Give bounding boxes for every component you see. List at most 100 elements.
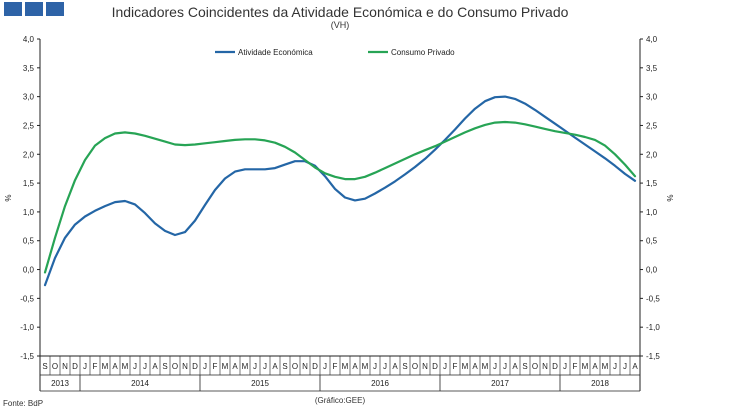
month-label: O (52, 362, 58, 371)
month-label: D (192, 362, 198, 371)
y-tick-label-right: 1,0 (646, 208, 658, 217)
month-label: A (592, 362, 598, 371)
y-tick-label-right: 4,0 (646, 35, 658, 44)
y-tick-label-left: 2,5 (23, 121, 35, 130)
month-label: S (162, 362, 167, 371)
y-tick-label-left: 4,0 (23, 35, 35, 44)
y-tick-label-right: -1,0 (646, 323, 660, 332)
month-label: M (602, 362, 609, 371)
y-tick-label-left: -1,5 (20, 352, 34, 361)
month-label: N (182, 362, 188, 371)
month-label: F (333, 362, 338, 371)
month-label: S (282, 362, 287, 371)
month-label: A (272, 362, 278, 371)
chart-credit: (Gráfico:GEE) (314, 396, 366, 405)
month-label: J (323, 362, 327, 371)
month-label: M (462, 362, 469, 371)
month-label: J (263, 362, 267, 371)
y-tick-label-right: -0,5 (646, 294, 660, 303)
month-label: O (532, 362, 538, 371)
month-label: M (342, 362, 349, 371)
month-label: A (392, 362, 398, 371)
month-label: A (232, 362, 238, 371)
month-label: J (133, 362, 137, 371)
month-label: J (83, 362, 87, 371)
logo-square-2 (25, 2, 43, 16)
month-label: O (292, 362, 298, 371)
year-label: 2018 (591, 379, 609, 388)
month-label: N (62, 362, 68, 371)
month-label: J (493, 362, 497, 371)
y-tick-label-left: 1,0 (23, 208, 35, 217)
month-label: S (402, 362, 407, 371)
month-label: D (432, 362, 438, 371)
month-label: J (143, 362, 147, 371)
y-tick-label-left: 0,0 (23, 266, 35, 275)
month-label: N (422, 362, 428, 371)
y-tick-label-right: -1,5 (646, 352, 660, 361)
y-tick-label-right: 3,0 (646, 93, 658, 102)
month-label: F (93, 362, 98, 371)
y-tick-label-left: 3,5 (23, 64, 35, 73)
month-label: J (203, 362, 207, 371)
month-label: J (383, 362, 387, 371)
y-tick-label-right: 3,5 (646, 64, 658, 73)
month-label: J (613, 362, 617, 371)
y-tick-label-right: 2,0 (646, 150, 658, 159)
month-label: J (253, 362, 257, 371)
month-label: A (472, 362, 478, 371)
month-label: F (213, 362, 218, 371)
year-label: 2016 (371, 379, 389, 388)
month-label: S (42, 362, 47, 371)
y-unit-left: % (4, 194, 13, 201)
year-label: 2014 (131, 379, 149, 388)
y-tick-label-left: 1,5 (23, 179, 35, 188)
y-tick-label-left: -0,5 (20, 294, 34, 303)
legend-label-1: Atividade Económica (238, 48, 313, 57)
series-line-2 (43, 120, 637, 274)
y-tick-label-right: 1,5 (646, 179, 658, 188)
month-label: N (542, 362, 548, 371)
series-line-1 (43, 95, 637, 287)
y-tick-label-right: 0,0 (646, 266, 658, 275)
month-label: A (632, 362, 638, 371)
y-tick-label-right: 0,5 (646, 237, 658, 246)
month-label: O (412, 362, 418, 371)
month-label: A (152, 362, 158, 371)
month-label: S (522, 362, 527, 371)
month-label: A (112, 362, 118, 371)
month-label: M (222, 362, 229, 371)
month-label: M (582, 362, 589, 371)
y-tick-label-left: -1,0 (20, 323, 34, 332)
month-label: M (482, 362, 489, 371)
month-label: D (552, 362, 558, 371)
chart-subtitle: (VH) (330, 20, 350, 30)
month-label: A (352, 362, 358, 371)
year-label: 2013 (51, 379, 69, 388)
month-label: O (172, 362, 178, 371)
month-label: M (122, 362, 129, 371)
y-tick-label-right: 2,5 (646, 121, 658, 130)
year-label: 2017 (491, 379, 509, 388)
source-note: Fonte: BdP (3, 399, 44, 408)
month-label: J (623, 362, 627, 371)
y-tick-label-left: 3,0 (23, 93, 35, 102)
month-label: D (312, 362, 318, 371)
month-label: F (453, 362, 458, 371)
brand-logo (4, 2, 64, 16)
month-label: D (72, 362, 78, 371)
logo-square-3 (46, 2, 64, 16)
month-label: N (302, 362, 308, 371)
y-tick-label-left: 2,0 (23, 150, 35, 159)
month-label: J (373, 362, 377, 371)
month-label: A (512, 362, 518, 371)
month-label: F (573, 362, 578, 371)
month-label: J (503, 362, 507, 371)
y-tick-label-left: 0,5 (23, 237, 35, 246)
month-label: M (242, 362, 249, 371)
month-label: J (563, 362, 567, 371)
month-label: J (443, 362, 447, 371)
month-label: M (362, 362, 369, 371)
month-label: M (102, 362, 109, 371)
